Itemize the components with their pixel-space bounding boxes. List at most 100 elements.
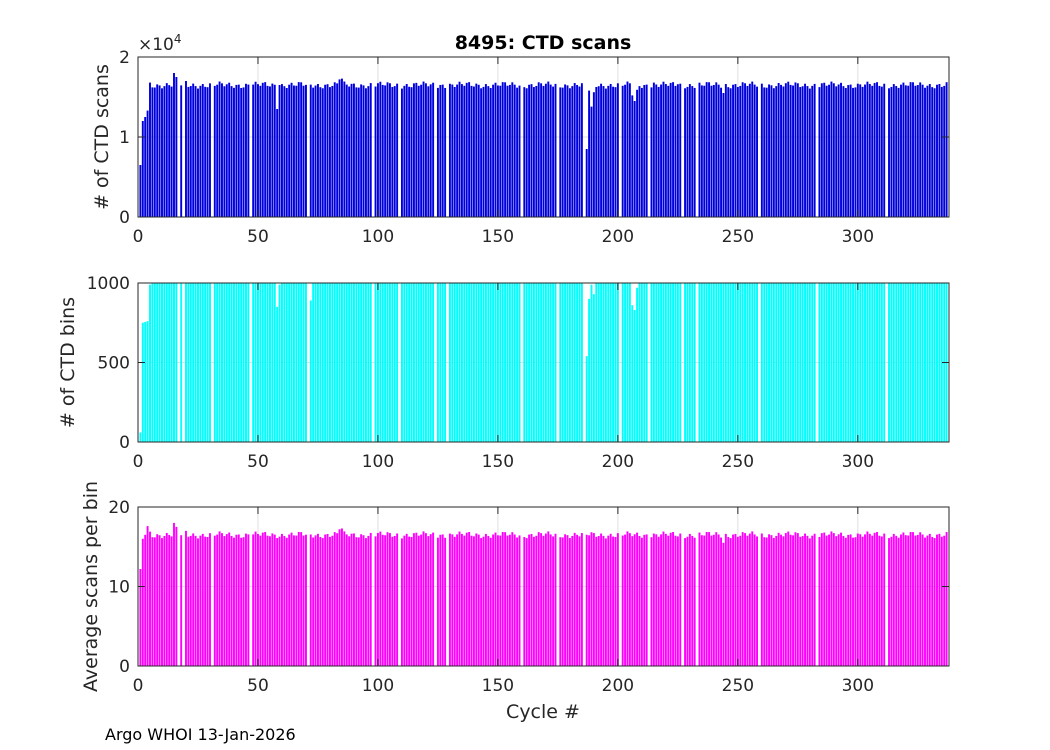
bar: [427, 283, 430, 442]
y-tick-label: 10: [108, 578, 130, 598]
bar: [151, 537, 154, 666]
bar: [412, 533, 415, 666]
bar: [823, 82, 826, 217]
x-axis-label: Cycle #: [506, 701, 580, 723]
bar: [897, 283, 900, 442]
bar: [729, 538, 732, 666]
bar: [139, 569, 142, 666]
bar: [674, 535, 677, 666]
bar: [525, 88, 528, 217]
bar: [537, 532, 540, 666]
bar: [506, 535, 509, 666]
bar: [660, 84, 663, 217]
bar: [844, 283, 847, 442]
bar: [907, 535, 910, 666]
bar: [595, 86, 598, 217]
bar: [705, 283, 708, 442]
bar: [530, 283, 533, 442]
bar: [715, 532, 718, 666]
bar: [165, 283, 168, 442]
bar: [482, 86, 485, 217]
bar: [273, 534, 276, 666]
bar: [304, 84, 307, 218]
bar: [861, 283, 864, 442]
bar: [933, 283, 936, 442]
x-tick-label: 200: [602, 452, 634, 472]
bar: [336, 283, 339, 442]
bar: [544, 83, 547, 217]
bar: [573, 83, 576, 217]
bar: [297, 82, 300, 217]
bar: [763, 283, 766, 442]
bar: [525, 538, 528, 666]
bar: [535, 535, 538, 666]
bar: [355, 87, 358, 217]
bar: [312, 537, 315, 666]
bar: [772, 537, 775, 666]
bar: [508, 84, 511, 217]
bar: [192, 83, 195, 217]
bar: [197, 538, 199, 666]
bar: [379, 81, 382, 217]
bar: [717, 84, 720, 217]
bar: [273, 283, 276, 442]
bar: [297, 283, 300, 442]
bar: [736, 86, 739, 217]
bar: [362, 535, 365, 666]
bar: [506, 85, 509, 217]
bar: [408, 536, 411, 666]
bar: [600, 533, 603, 666]
bar: [245, 283, 247, 442]
bar: [674, 283, 677, 442]
bar: [621, 85, 624, 217]
bar: [439, 534, 442, 666]
bar: [326, 84, 329, 218]
bar: [369, 283, 372, 442]
bar: [912, 82, 914, 218]
bar: [429, 534, 432, 666]
bar: [933, 88, 936, 218]
bar: [391, 536, 394, 666]
bar: [343, 283, 346, 442]
bar: [146, 526, 149, 666]
bar: [489, 283, 492, 442]
bar: [698, 283, 701, 442]
bar: [871, 85, 874, 217]
bar: [333, 283, 336, 442]
bar: [484, 84, 487, 217]
bar: [456, 283, 459, 442]
bar: [302, 535, 305, 666]
bar: [715, 283, 718, 442]
bar: [933, 538, 936, 666]
bar: [859, 283, 862, 442]
bar: [842, 283, 845, 442]
bar: [499, 283, 502, 442]
bar: [319, 87, 322, 217]
bar: [732, 534, 735, 666]
bar: [864, 283, 866, 442]
bar: [516, 87, 519, 217]
bar: [739, 535, 742, 666]
bar: [588, 535, 591, 666]
bar: [866, 283, 869, 442]
bar: [194, 535, 197, 666]
bar: [530, 533, 533, 666]
bar: [633, 310, 636, 442]
bar: [578, 283, 581, 442]
bar: [266, 85, 269, 217]
bar: [319, 537, 322, 666]
bar: [367, 535, 370, 666]
bar: [343, 81, 346, 217]
bar: [216, 84, 219, 217]
bar: [732, 84, 735, 218]
bar: [463, 283, 466, 442]
bar: [830, 81, 833, 217]
bar: [772, 283, 775, 442]
bar: [544, 533, 547, 666]
bar: [436, 283, 439, 442]
bar: [173, 73, 175, 217]
bar: [352, 83, 355, 218]
bar: [804, 83, 806, 217]
bar: [808, 538, 811, 666]
